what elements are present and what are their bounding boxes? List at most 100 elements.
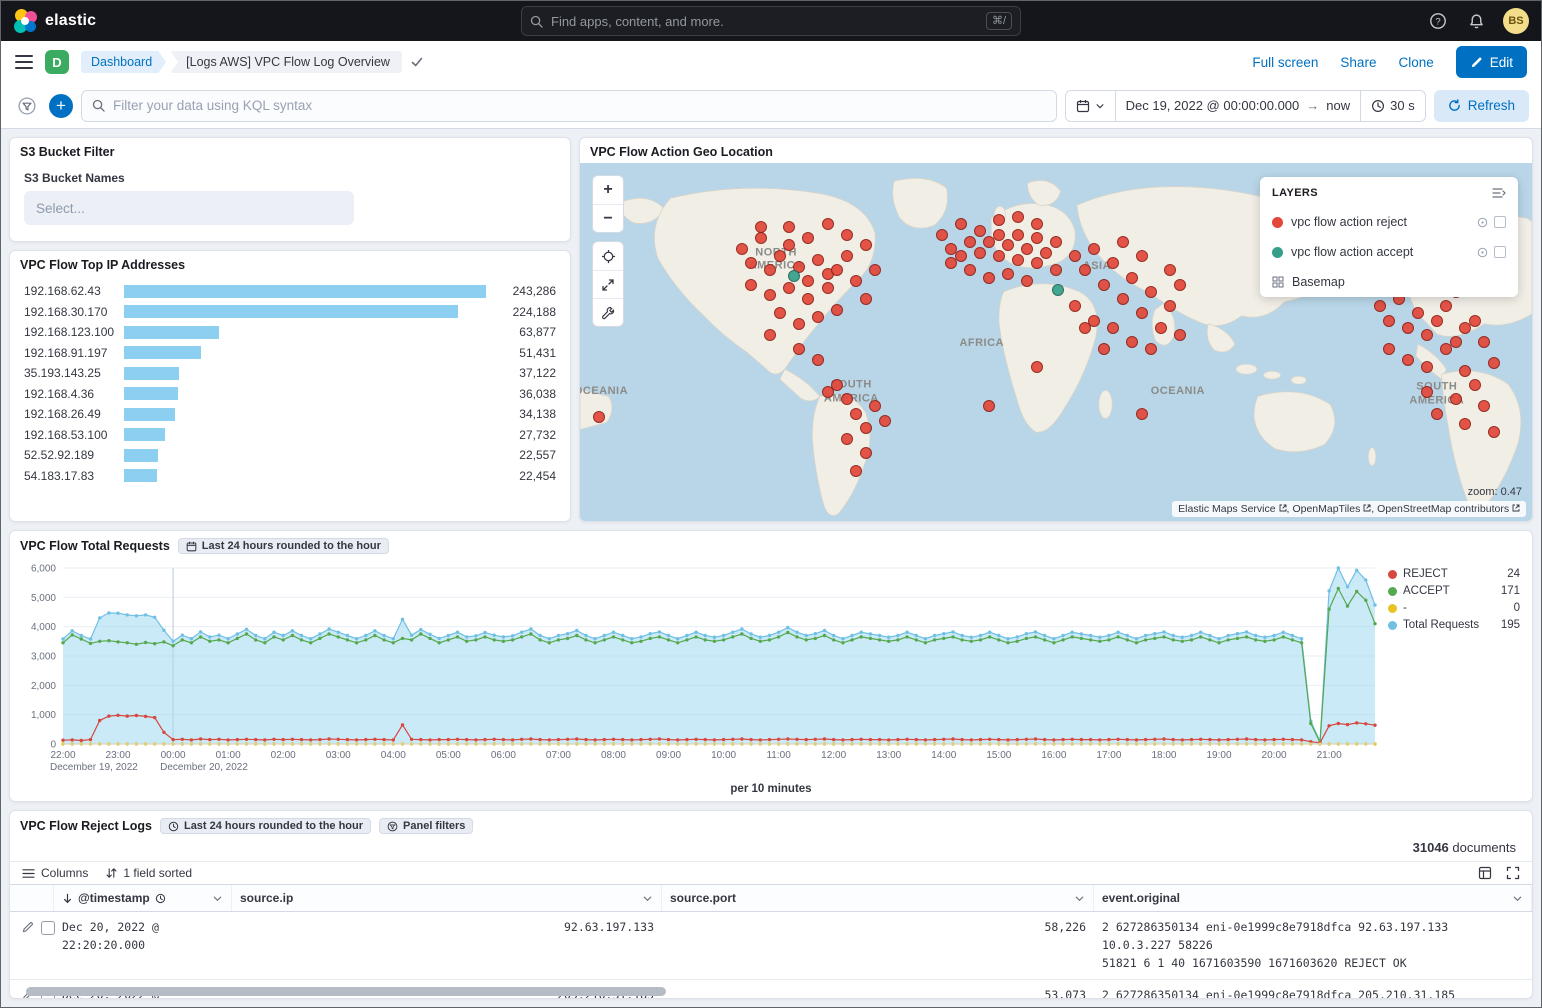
map-point-reject[interactable] [764, 328, 777, 341]
time-range-badge[interactable]: Last 24 hours rounded to the hour [159, 818, 372, 834]
map-point-reject[interactable] [1468, 378, 1481, 391]
map-point-reject[interactable] [831, 303, 844, 316]
column-header-sourceip[interactable]: source.ip [232, 885, 662, 911]
map-point-reject[interactable] [1040, 246, 1053, 259]
alerts-bell-icon[interactable] [1465, 10, 1487, 32]
map-point-reject[interactable] [831, 264, 844, 277]
map-point-reject[interactable] [773, 250, 786, 263]
map-point-reject[interactable] [812, 253, 824, 266]
map-point-reject[interactable] [1069, 300, 1082, 313]
map-point-reject[interactable] [1154, 321, 1167, 334]
map-point-reject[interactable] [954, 250, 967, 263]
column-header-sourceport[interactable]: source.port [662, 885, 1094, 911]
map-point-reject[interactable] [954, 217, 967, 230]
attribution-link[interactable]: OpenStreetMap contributors [1377, 503, 1520, 515]
map-point-reject[interactable] [783, 221, 796, 234]
map-point-reject[interactable] [792, 318, 805, 331]
map-point-reject[interactable] [850, 464, 863, 477]
map-expand-button[interactable] [593, 270, 623, 298]
horizontal-scrollbar[interactable] [26, 987, 666, 996]
column-header-timestamp[interactable]: @timestamp [54, 885, 232, 911]
map-point-reject[interactable] [821, 217, 834, 230]
columns-button[interactable]: Columns [22, 866, 88, 880]
map-point-reject[interactable] [1030, 361, 1043, 374]
map-point-reject[interactable] [593, 411, 606, 424]
map-point-reject[interactable] [754, 221, 767, 234]
map-point-reject[interactable] [745, 257, 758, 270]
map-point-reject[interactable] [1116, 293, 1129, 306]
map-point-reject[interactable] [1173, 278, 1186, 291]
sort-fields-button[interactable]: 1 field sorted [106, 866, 192, 880]
ip-bar[interactable] [124, 325, 486, 339]
map-point-reject[interactable] [859, 293, 872, 306]
map-point-reject[interactable] [859, 239, 872, 252]
map-point-reject[interactable] [745, 278, 758, 291]
ip-bar[interactable] [124, 366, 486, 380]
map-point-reject[interactable] [764, 289, 777, 302]
panel-filters-badge[interactable]: Panel filters [379, 818, 474, 834]
layer-item-reject[interactable]: vpc flow action reject [1260, 207, 1518, 237]
legend-item[interactable]: REJECT 24 [1388, 568, 1520, 580]
map-point-reject[interactable] [1088, 242, 1101, 255]
map-point-reject[interactable] [1097, 343, 1110, 356]
ip-bar[interactable] [124, 407, 486, 421]
display-options-icon[interactable] [1478, 866, 1492, 880]
map-point-reject[interactable] [802, 293, 815, 306]
map-point-reject[interactable] [1373, 300, 1386, 313]
map-point-reject[interactable] [1021, 242, 1034, 255]
map-point-reject[interactable] [1440, 343, 1453, 356]
map-point-reject[interactable] [1107, 321, 1120, 334]
map-point-reject[interactable] [1421, 386, 1434, 399]
refresh-interval-button[interactable]: 30 s [1360, 90, 1425, 121]
breadcrumb-dashboard[interactable]: Dashboard [81, 51, 166, 73]
map-point-reject[interactable] [1402, 353, 1415, 366]
ip-bar[interactable] [124, 346, 486, 359]
map-point-reject[interactable] [945, 242, 958, 255]
help-icon[interactable]: ? [1427, 10, 1449, 32]
space-avatar[interactable]: D [45, 50, 69, 74]
map-point-reject[interactable] [1011, 253, 1024, 266]
map-point-reject[interactable] [840, 228, 853, 241]
map-point-reject[interactable] [1487, 357, 1500, 370]
ip-bar[interactable] [124, 428, 486, 441]
layers-menu-icon[interactable] [1492, 187, 1506, 199]
map-point-reject[interactable] [792, 343, 805, 356]
kql-filter-input[interactable]: Filter your data using KQL syntax [81, 89, 1057, 122]
map-point-reject[interactable] [1421, 328, 1434, 341]
map-point-reject[interactable] [1383, 343, 1396, 356]
map-point-reject[interactable] [831, 378, 844, 391]
map-attribution[interactable]: Elastic Maps Service , OpenMapTiles , Open… [1172, 501, 1526, 517]
row-checkbox[interactable] [41, 921, 55, 935]
map-point-reject[interactable] [850, 407, 863, 420]
map-point-reject[interactable] [1468, 314, 1481, 327]
map-point-reject[interactable] [878, 414, 891, 427]
legend-item[interactable]: Total Requests 195 [1388, 619, 1520, 631]
map-point-reject[interactable] [1126, 271, 1139, 284]
map-point-reject[interactable] [973, 225, 986, 238]
full-screen-button[interactable]: Full screen [1252, 54, 1319, 70]
map-point-reject[interactable] [1078, 264, 1091, 277]
column-header-eventoriginal[interactable]: event.original [1094, 885, 1532, 911]
map-point-reject[interactable] [1145, 343, 1158, 356]
map-point-reject[interactable] [945, 257, 958, 270]
map-point-reject[interactable] [840, 393, 853, 406]
map-point-reject[interactable] [783, 239, 796, 252]
map-point-reject[interactable] [1478, 400, 1491, 413]
map-point-reject[interactable] [1088, 314, 1101, 327]
map-point-reject[interactable] [1164, 300, 1177, 313]
map-zoom-in-button[interactable]: + [593, 176, 623, 204]
map-point-reject[interactable] [1011, 228, 1024, 241]
time-range-badge[interactable]: Last 24 hours rounded to the hour [177, 538, 389, 554]
user-avatar[interactable]: BS [1503, 8, 1529, 34]
breadcrumb-current[interactable]: [Logs AWS] VPC Flow Log Overview [170, 51, 402, 73]
refresh-button[interactable]: Refresh [1433, 89, 1529, 122]
map-point-reject[interactable] [1459, 364, 1472, 377]
map-point-reject[interactable] [983, 235, 996, 248]
map-point-reject[interactable] [821, 386, 834, 399]
map-point-reject[interactable] [859, 421, 872, 434]
map-point-reject[interactable] [1487, 425, 1500, 438]
map-point-reject[interactable] [1459, 418, 1472, 431]
map-point-accept[interactable] [788, 269, 801, 282]
map-point-reject[interactable] [1078, 321, 1091, 334]
